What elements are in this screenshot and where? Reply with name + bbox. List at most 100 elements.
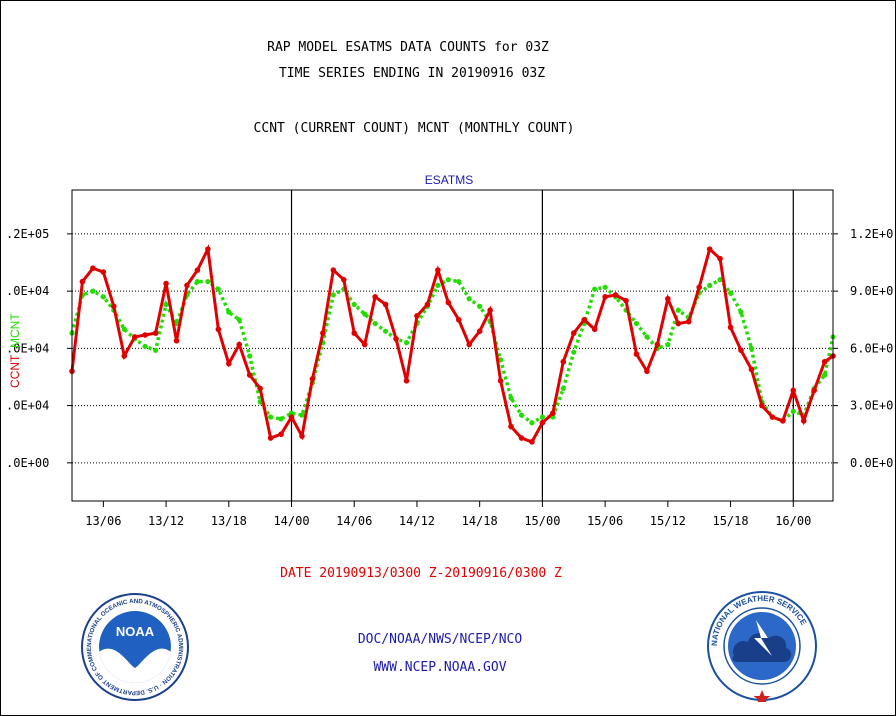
y-tick-label-left: .2E+05 <box>6 227 49 241</box>
x-tick-label: 15/06 <box>587 514 623 528</box>
chart-title-line1: RAP MODEL ESATMS DATA COUNTS for 03Z <box>267 40 549 55</box>
data-point-mcnt <box>644 334 650 340</box>
y-tick-label-right: 9.0E+0 <box>850 284 893 298</box>
data-point-ccnt <box>685 318 692 325</box>
data-point-ccnt <box>487 307 493 314</box>
data-point-mcnt <box>247 353 253 359</box>
data-point-ccnt <box>121 353 128 359</box>
x-tick-label: 15/12 <box>650 514 686 528</box>
data-point-ccnt <box>184 282 190 289</box>
data-point-ccnt <box>414 313 420 319</box>
data-point-ccnt <box>581 316 588 323</box>
data-point-mcnt <box>466 296 472 302</box>
tick-layer: .0E+00 0.0E+0 .0E+04 3.0E+0 .0E+04 6.0E+0 .0E+… <box>6 227 893 528</box>
x-tick-label: 14/18 <box>462 514 498 528</box>
data-point-mcnt <box>602 284 608 290</box>
data-point-ccnt <box>455 316 462 323</box>
org-path-label: DOC/NOAA/NWS/NCEP/NCO <box>357 632 523 647</box>
data-point-mcnt <box>215 286 221 292</box>
day-boundary-lines <box>290 190 794 501</box>
x-tick-label: 15/00 <box>524 514 560 528</box>
data-point-mcnt <box>121 326 127 332</box>
data-point-ccnt <box>90 265 96 272</box>
data-point-mcnt <box>299 412 305 418</box>
data-point-mcnt <box>226 309 232 315</box>
data-point-mcnt <box>456 278 462 285</box>
data-point-ccnt <box>497 377 504 384</box>
data-point-mcnt <box>194 278 201 285</box>
data-point-ccnt <box>654 341 661 348</box>
data-point-ccnt <box>340 276 347 283</box>
y-tick-label-right: 3.0E+0 <box>850 399 893 413</box>
data-point-ccnt <box>591 326 598 333</box>
data-point-ccnt <box>205 246 211 252</box>
data-point-mcnt <box>403 340 410 346</box>
data-point-mcnt <box>529 420 535 426</box>
chart-title-line2: TIME SERIES ENDING IN 20190916 03Z <box>278 66 546 81</box>
y-tick-label-left: .0E+00 <box>6 456 49 470</box>
data-point-ccnt <box>539 419 546 426</box>
data-point-mcnt <box>362 311 368 317</box>
data-point-ccnt <box>811 387 817 394</box>
data-point-ccnt <box>445 299 452 306</box>
data-point-mcnt <box>330 292 336 298</box>
data-point-ccnt <box>800 418 807 424</box>
y-tick-label-right: 6.0E+0 <box>850 341 893 355</box>
data-point-ccnt <box>173 337 180 344</box>
ncep-url-link[interactable]: WWW.NCEP.NOAA.GOV <box>373 660 507 675</box>
data-point-ccnt <box>675 320 682 327</box>
data-point-mcnt <box>822 372 828 378</box>
data-point-mcnt <box>477 303 483 309</box>
data-point-mcnt <box>717 277 723 283</box>
data-point-ccnt <box>821 358 828 365</box>
series-line-mcnt <box>70 277 835 425</box>
x-tick-label: 13/06 <box>85 514 121 528</box>
series-layer <box>69 244 836 445</box>
data-point-ccnt <box>393 336 399 342</box>
x-tick-label: 14/06 <box>336 514 372 528</box>
data-point-mcnt <box>633 320 640 327</box>
data-point-mcnt <box>288 410 295 416</box>
data-point-ccnt <box>278 431 284 438</box>
data-point-ccnt <box>163 280 169 287</box>
data-point-ccnt <box>644 368 650 375</box>
data-point-ccnt <box>759 402 765 409</box>
data-point-ccnt <box>612 292 619 298</box>
data-point-ccnt <box>309 376 316 382</box>
data-point-ccnt <box>560 358 567 365</box>
y-tick-label-left: .0E+04 <box>6 341 49 355</box>
data-point-ccnt <box>267 435 274 441</box>
x-tick-label: 15/18 <box>712 514 748 528</box>
nws-logo-icon: NATIONAL WEATHER SERVICE <box>707 591 817 702</box>
data-point-ccnt <box>299 433 305 439</box>
data-point-mcnt <box>268 414 274 420</box>
data-point-ccnt <box>790 387 797 394</box>
data-point-mcnt <box>665 341 671 348</box>
chart-subtitle: CCNT (CURRENT COUNT) MCNT (MONTHLY COUNT… <box>253 121 575 136</box>
y-tick-label-left: .0E+04 <box>6 284 49 298</box>
data-point-ccnt <box>194 267 201 273</box>
data-point-ccnt <box>706 246 713 252</box>
date-range-label: DATE 20190913/0300 Z-20190916/0300 Z <box>280 566 562 581</box>
data-point-mcnt <box>351 301 357 308</box>
data-point-mcnt <box>173 320 180 327</box>
data-point-mcnt <box>707 282 713 288</box>
data-point-ccnt <box>257 385 263 392</box>
series-line-ccnt <box>70 244 834 444</box>
data-point-mcnt <box>163 301 169 308</box>
data-point-ccnt <box>215 326 222 333</box>
data-point-ccnt <box>769 414 776 420</box>
data-point-ccnt <box>320 330 326 336</box>
data-point-ccnt <box>550 410 556 417</box>
data-point-ccnt <box>225 360 232 367</box>
data-point-ccnt <box>780 418 786 424</box>
data-point-mcnt <box>727 290 734 296</box>
data-point-ccnt <box>633 351 640 357</box>
data-point-ccnt <box>696 284 702 291</box>
data-point-mcnt <box>790 408 796 414</box>
y-axis-label-mcnt: MCNT <box>8 313 22 348</box>
data-point-mcnt <box>539 414 545 420</box>
y-tick-label-right: 0.0E+0 <box>850 456 893 470</box>
data-point-mcnt <box>90 288 96 294</box>
data-point-ccnt <box>372 294 378 300</box>
